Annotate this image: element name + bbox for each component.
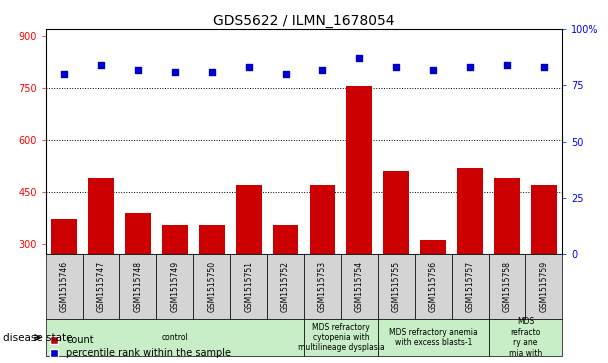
Bar	[452, 254, 489, 319]
Bar	[304, 319, 378, 356]
Bar	[51, 220, 77, 348]
Bar	[457, 168, 483, 348]
Point	[281, 71, 291, 77]
Point	[96, 62, 106, 68]
Text: GSM1515749: GSM1515749	[170, 261, 179, 312]
Bar	[304, 254, 341, 319]
Point	[59, 71, 69, 77]
Text: MDS refractory
cytopenia with
multilineage dysplasia: MDS refractory cytopenia with multilinea…	[297, 323, 384, 352]
Point	[170, 69, 179, 75]
Text: GSM1515750: GSM1515750	[207, 261, 216, 312]
Bar	[267, 254, 304, 319]
Bar	[193, 254, 230, 319]
Point	[354, 56, 364, 61]
Bar	[272, 225, 299, 348]
Text: GSM1515757: GSM1515757	[466, 261, 475, 312]
Text: GSM1515759: GSM1515759	[539, 261, 548, 312]
Text: GSM1515758: GSM1515758	[503, 261, 511, 312]
Text: GSM1515751: GSM1515751	[244, 261, 253, 312]
Point	[244, 64, 254, 70]
Text: GSM1515755: GSM1515755	[392, 261, 401, 312]
Text: MDS refractory anemia
with excess blasts-1: MDS refractory anemia with excess blasts…	[389, 328, 477, 347]
Text: control: control	[162, 333, 188, 342]
Bar	[525, 254, 562, 319]
Bar	[378, 319, 489, 356]
Bar	[230, 254, 267, 319]
Point	[428, 67, 438, 73]
Bar	[494, 178, 520, 348]
Text: disease state: disease state	[3, 333, 72, 343]
Bar	[46, 254, 83, 319]
Text: GSM1515746: GSM1515746	[60, 261, 69, 312]
Bar	[156, 254, 193, 319]
Bar	[119, 254, 156, 319]
Bar	[125, 213, 151, 348]
Text: MDS
refracto
ry ane
mia with: MDS refracto ry ane mia with	[509, 318, 542, 358]
Text: GSM1515752: GSM1515752	[281, 261, 290, 312]
Title: GDS5622 / ILMN_1678054: GDS5622 / ILMN_1678054	[213, 14, 395, 28]
Bar	[378, 254, 415, 319]
Bar	[384, 171, 409, 348]
Point	[133, 67, 143, 73]
Point	[539, 64, 549, 70]
Text: GSM1515756: GSM1515756	[429, 261, 438, 312]
Bar	[162, 225, 188, 348]
Bar	[489, 319, 562, 356]
Bar	[88, 178, 114, 348]
Bar	[341, 254, 378, 319]
Point	[392, 64, 401, 70]
Bar	[347, 86, 372, 348]
Text: GSM1515753: GSM1515753	[318, 261, 327, 312]
Bar	[46, 319, 304, 356]
Text: GSM1515747: GSM1515747	[97, 261, 105, 312]
Text: GSM1515754: GSM1515754	[355, 261, 364, 312]
Bar	[420, 240, 446, 348]
Point	[502, 62, 512, 68]
Bar	[309, 185, 336, 348]
Point	[207, 69, 216, 75]
Bar	[199, 225, 224, 348]
Bar	[489, 254, 525, 319]
Bar	[83, 254, 119, 319]
Point	[317, 67, 327, 73]
Point	[465, 64, 475, 70]
Bar	[531, 185, 557, 348]
Legend: count, percentile rank within the sample: count, percentile rank within the sample	[50, 335, 231, 358]
Text: GSM1515748: GSM1515748	[133, 261, 142, 312]
Bar	[236, 185, 261, 348]
Bar	[415, 254, 452, 319]
